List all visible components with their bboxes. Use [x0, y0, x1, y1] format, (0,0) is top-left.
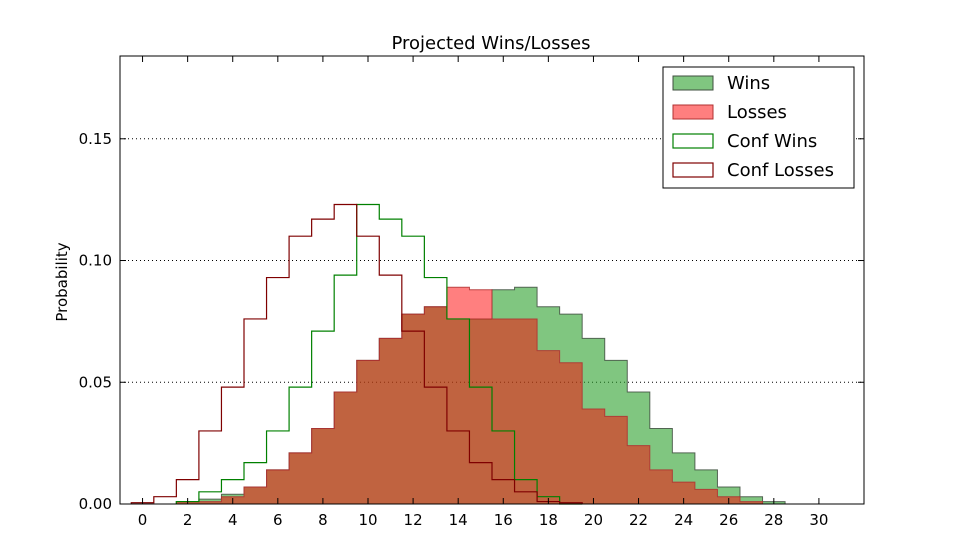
- axis-ticks: 0 2 4 6 8 10 12 14 16 18 20 22 24 26 28 300.000.050.100…: [79, 56, 864, 529]
- x-tick-label-8: 16: [494, 511, 513, 529]
- x-tick-label-3: 6: [273, 511, 283, 529]
- x-tick-label-13: 26: [719, 511, 738, 529]
- legend-label-conf-losses: Conf Losses: [727, 160, 834, 181]
- x-tick-label-9: 18: [539, 511, 558, 529]
- legend-swatch-conf-losses: [672, 162, 714, 178]
- legend-swatch-wins: [672, 75, 714, 91]
- x-tick-label-12: 24: [674, 511, 693, 529]
- series-layer: [130, 203, 786, 505]
- y-tick-label-2: 0.10: [79, 252, 112, 270]
- series-losses: [175, 286, 786, 505]
- x-tick-label-5: 10: [358, 511, 377, 529]
- x-tick-label-1: 2: [183, 511, 193, 529]
- series-conf-losses: [130, 203, 583, 504]
- chart-title: Projected Wins/Losses: [392, 33, 591, 54]
- y-tick-label-1: 0.05: [79, 373, 112, 391]
- x-tick-label-15: 30: [809, 511, 828, 529]
- x-tick-label-11: 22: [629, 511, 648, 529]
- legend-label-wins: Wins: [727, 73, 770, 94]
- y-axis-label: Probability: [53, 242, 71, 321]
- x-tick-label-2: 4: [228, 511, 238, 529]
- y-tick-label-3: 0.15: [79, 130, 112, 148]
- y-tick-label-0: 0.00: [79, 495, 112, 513]
- legend-label-losses: Losses: [727, 102, 787, 123]
- legend-swatch-losses: [672, 104, 714, 120]
- plot-frame: [119, 55, 865, 505]
- x-tick-label-14: 28: [764, 511, 783, 529]
- legend-swatch-conf-wins: [672, 133, 714, 149]
- legend-label-conf-wins: Conf Wins: [727, 131, 817, 152]
- x-tick-label-4: 8: [318, 511, 328, 529]
- x-tick-label-6: 12: [404, 511, 423, 529]
- legend: Wins Losses Conf Wins Conf Losses: [662, 66, 855, 189]
- x-tick-label-7: 14: [449, 511, 468, 529]
- series-conf-wins: [175, 203, 583, 505]
- x-tick-label-10: 20: [584, 511, 603, 529]
- x-tick-label-0: 0: [138, 511, 148, 529]
